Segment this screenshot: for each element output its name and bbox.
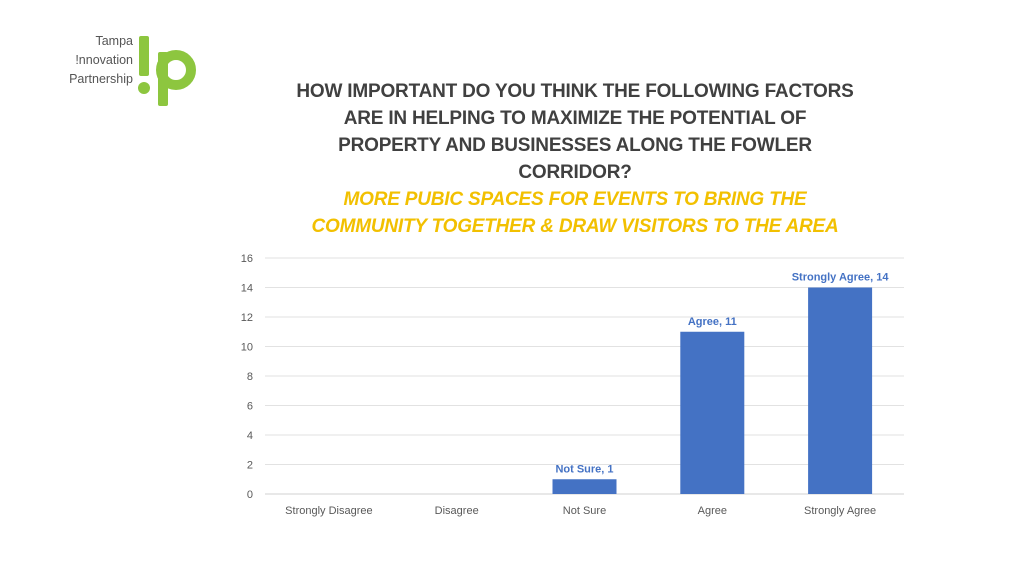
y-tick-label: 0	[247, 489, 253, 501]
y-tick-label: 6	[247, 401, 253, 413]
bar	[680, 331, 745, 494]
data-label: Agree, 11	[688, 316, 737, 328]
bar	[552, 479, 617, 494]
logo-wordmark: Tampa !nnovation Partnership	[58, 32, 133, 89]
y-tick-label: 4	[247, 430, 253, 442]
x-tick-label: Not Sure	[563, 505, 606, 517]
y-tick-label: 10	[241, 342, 253, 354]
data-label: Strongly Agree, 14	[792, 272, 890, 284]
data-label: Not Sure, 1	[555, 463, 613, 475]
y-tick-label: 2	[247, 460, 253, 472]
chart-title-block: HOW IMPORTANT DO YOU THINK THE FOLLOWING…	[290, 78, 860, 240]
x-tick-label: Strongly Disagree	[285, 505, 372, 517]
y-tick-label: 14	[241, 283, 253, 295]
y-tick-label: 12	[241, 312, 253, 324]
x-tick-label: Strongly Agree	[804, 505, 876, 517]
logo-line-1: Tampa	[95, 34, 133, 48]
tampa-innovation-partnership-logo: Tampa !nnovation Partnership	[58, 30, 208, 110]
chart-subtitle: MORE PUBIC SPACES FOR EVENTS TO BRING TH…	[311, 189, 839, 237]
x-tick-label: Agree	[698, 505, 727, 517]
logo-line-3: Partnership	[69, 72, 133, 86]
chart-title: HOW IMPORTANT DO YOU THINK THE FOLLOWING…	[296, 81, 854, 183]
y-tick-label: 16	[241, 253, 253, 265]
logo-mark-icon	[138, 36, 196, 106]
x-tick-label: Disagree	[435, 505, 479, 517]
y-tick-label: 8	[247, 371, 253, 383]
bar	[808, 287, 873, 494]
logo-line-2: !nnovation	[75, 53, 133, 67]
